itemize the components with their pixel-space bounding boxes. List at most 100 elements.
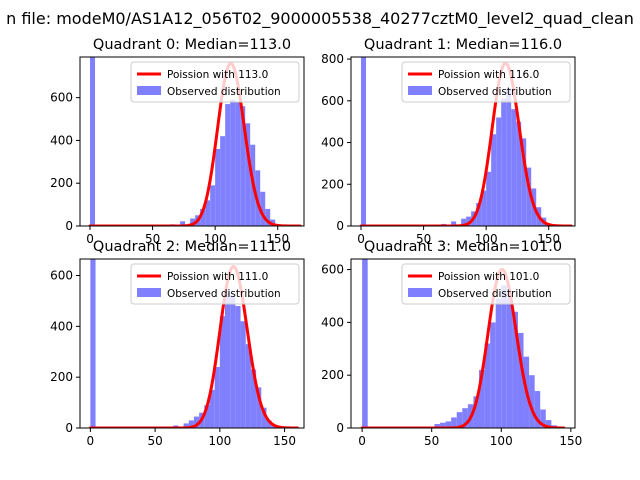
y-tick-label: 0 (65, 219, 73, 233)
histogram-bar (486, 171, 492, 226)
plot-area (360, 259, 566, 428)
histogram-bar (225, 290, 231, 428)
legend-box (401, 263, 571, 305)
y-tick-label: 400 (321, 136, 344, 150)
histogram-bar (266, 420, 272, 428)
histogram-bar (235, 306, 241, 428)
x-tick-label: 150 (273, 434, 296, 448)
histogram-bar (90, 57, 96, 226)
y-tick-label: 800 (321, 52, 344, 66)
plot-area (359, 57, 573, 226)
y-tick-label: 0 (65, 421, 73, 435)
legend: Poission with 101.0 Observed distribution (401, 263, 571, 305)
subplot-title: Quadrant 0: Median=113.0 (93, 37, 291, 53)
histogram-bar (490, 322, 496, 428)
x-tick-label: 0 (86, 232, 94, 246)
legend-bar-swatch (408, 86, 432, 95)
histogram-bar (215, 148, 221, 226)
legend-bar-swatch (408, 288, 432, 297)
y-tick-label: 600 (321, 263, 344, 277)
histogram-bar (491, 134, 497, 226)
y-tick-label: 600 (50, 269, 73, 283)
poisson-curve (88, 265, 300, 428)
subplot-quadrant-0: Quadrant 0: Median=113.0 0 50 100 150 0 200 400… (50, 37, 305, 246)
histogram-bar (230, 99, 236, 226)
y-tick-label: 0 (336, 421, 344, 435)
histogram-bar (501, 285, 507, 428)
legend-label-poisson: Poission with 113.0 (167, 69, 268, 81)
histogram-bar (265, 208, 271, 226)
histogram-bar (456, 412, 463, 428)
histogram-bar (90, 259, 96, 428)
histogram-bar (230, 295, 236, 428)
histogram-bar (516, 121, 522, 226)
x-tick-label: 100 (490, 434, 513, 448)
histogram-bar (511, 109, 517, 226)
histogram-bar (205, 200, 211, 226)
histogram-bar (245, 123, 251, 226)
axes-frame (79, 258, 305, 429)
poisson-curve (88, 61, 302, 226)
histogram-bar (506, 88, 512, 226)
histogram-bar (183, 423, 189, 428)
figure-suptitle: n file: modeM0/AS1A12_056T02_9000005538_… (6, 9, 634, 29)
histogram-bar (462, 408, 468, 428)
subplot-grid: Quadrant 0: Median=113.0 0 50 100 150 0 200 400… (50, 37, 582, 448)
x-tick-label: 50 (424, 434, 439, 448)
histogram-bar (210, 185, 216, 226)
histogram-bar (261, 407, 267, 428)
axes-frame (350, 56, 576, 227)
legend: Poission with 111.0 Observed distribution (130, 263, 300, 305)
histogram-bar (517, 332, 524, 428)
legend-box (130, 61, 300, 103)
histogram-bar (193, 416, 200, 428)
histogram-bar (245, 344, 251, 428)
subplot-title: Quadrant 3: Median=101.0 (364, 239, 562, 255)
histogram-bar (361, 57, 367, 226)
x-tick-label: 150 (266, 232, 289, 246)
y-tick-label: 200 (50, 370, 73, 384)
histogram-bar (434, 424, 441, 428)
histogram-bar (512, 311, 518, 428)
y-tick-label: 200 (321, 177, 344, 191)
legend-label-poisson: Poission with 116.0 (438, 69, 539, 81)
histogram-bar (188, 420, 194, 428)
histogram-bar (526, 167, 532, 226)
legend-label-observed: Observed distribution (167, 288, 281, 300)
subplot-quadrant-3: Quadrant 3: Median=101.0 0 50 100 150 0 200 400… (321, 239, 582, 448)
histogram-bar (235, 101, 241, 226)
histogram-bar (204, 405, 210, 428)
histogram-bar (190, 218, 196, 226)
legend-label-poisson: Poission with 111.0 (167, 271, 268, 283)
poisson-curve (359, 61, 573, 226)
x-tick-label: 100 (475, 232, 498, 246)
x-tick-label: 150 (537, 232, 560, 246)
x-tick-label: 0 (357, 232, 365, 246)
legend-label-poisson: Poission with 101.0 (438, 271, 539, 283)
plot-area (88, 57, 302, 226)
histogram-bar (534, 391, 541, 428)
histogram-bar (200, 208, 206, 226)
x-tick-label: 0 (87, 434, 95, 448)
histogram-bar (479, 369, 485, 428)
axes-frame (79, 56, 305, 227)
x-tick-label: 50 (145, 232, 160, 246)
histogram-bar (461, 218, 467, 226)
histogram-bar (506, 295, 513, 428)
histogram-bar (545, 420, 552, 428)
histogram-bar (481, 190, 487, 226)
plot-area (88, 259, 300, 428)
legend-label-observed: Observed distribution (167, 86, 281, 98)
x-tick-label: 100 (204, 232, 227, 246)
legend-label-observed: Observed distribution (438, 288, 552, 300)
legend-box (130, 263, 300, 305)
legend-box (401, 61, 571, 103)
y-tick-label: 400 (50, 319, 73, 333)
histogram-bar (362, 259, 368, 428)
histogram-bar (521, 138, 527, 226)
legend-bar-swatch (137, 288, 161, 297)
axes-frame (350, 258, 576, 429)
histogram-bar (484, 343, 491, 428)
y-tick-label: 400 (50, 133, 73, 147)
